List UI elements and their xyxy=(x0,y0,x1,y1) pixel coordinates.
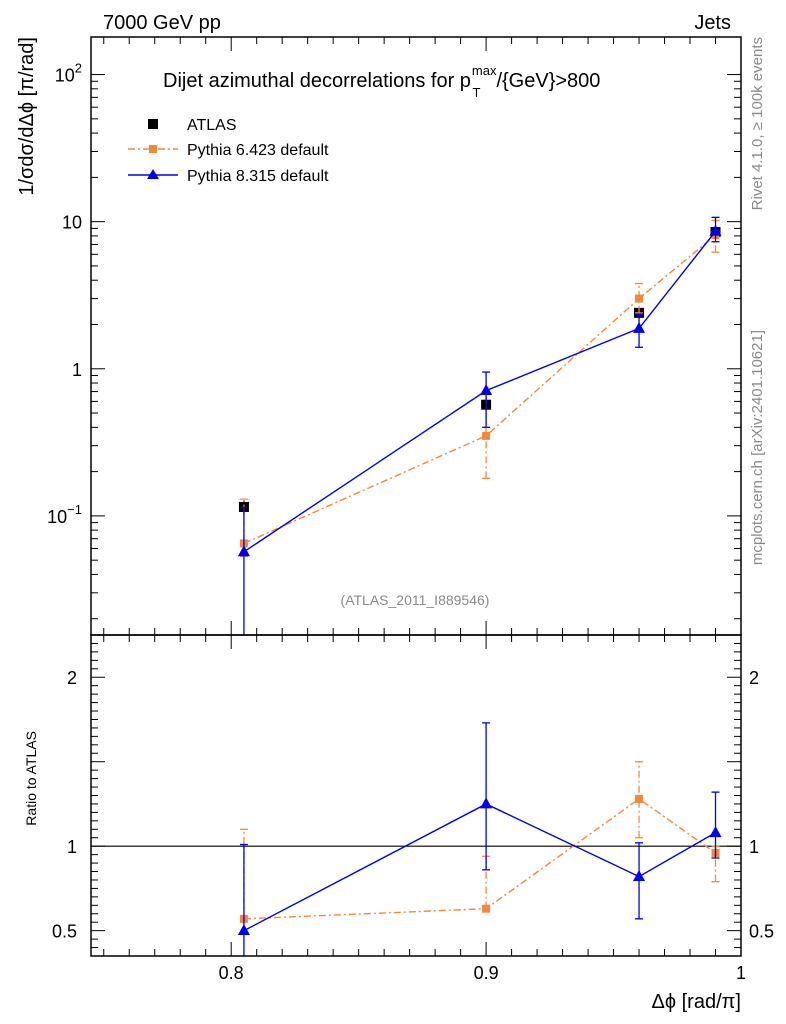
header-left: 7000 GeV pp xyxy=(103,12,221,34)
x-axis-label: Δϕ [rad/π] xyxy=(652,991,742,1013)
x-tick-label: 1 xyxy=(736,963,746,983)
y-tick-exponent: −1 xyxy=(67,502,82,517)
ratio-tick-label-right: 0.5 xyxy=(749,922,774,942)
ratio-series xyxy=(237,722,722,956)
main-series xyxy=(237,216,722,635)
legend-pythia6-marker xyxy=(149,145,157,153)
legend-label: ATLAS xyxy=(187,117,237,134)
rivet-label: Rivet 4.1.0, ≥ 100k events xyxy=(749,37,766,210)
ratio-tick-label-left: 0.5 xyxy=(52,922,77,942)
pythia6-marker xyxy=(482,431,491,440)
legend-label: Pythia 8.315 default xyxy=(187,168,329,185)
pythia8-ratio-marker xyxy=(237,924,250,936)
pythia8-marker xyxy=(237,545,250,557)
y-tick-exponent: 2 xyxy=(75,61,82,76)
y-tick-label: 10 xyxy=(62,213,82,233)
pythia8-ratio-line xyxy=(243,803,716,932)
pythia8-ratio-marker xyxy=(480,797,493,809)
y-tick-base: 10 xyxy=(47,507,67,527)
pythia8-line xyxy=(243,230,717,553)
legend-label: Pythia 6.423 default xyxy=(187,142,329,159)
y-tick-base: 10 xyxy=(55,66,75,86)
y-tick-label: 102 xyxy=(55,61,82,86)
header-right: Jets xyxy=(694,12,731,34)
x-tick-label: 0.8 xyxy=(219,963,244,983)
y-tick-base: 10 xyxy=(62,213,82,233)
ratio-axis-label: Ratio to ATLAS xyxy=(23,731,39,826)
pythia8-ratio-marker xyxy=(709,826,722,838)
ratio-axis-ticks: 0.8 0.9 1 2 2 1 1 0.5 0.5 xyxy=(52,634,774,983)
pythia8-ratio-marker xyxy=(632,869,646,881)
ratio-tick-label-left: 1 xyxy=(67,837,77,857)
ratio-tick-label-left: 2 xyxy=(67,668,77,688)
x-tick-label: 0.9 xyxy=(474,963,499,983)
analysis-id: (ATLAS_2011_I889546) xyxy=(341,592,490,608)
mcplots-label: mcplots.cern.ch [arXiv:2401.10621] xyxy=(749,330,766,565)
pythia6-ratio-marker xyxy=(635,794,644,803)
pythia6-ratio-marker xyxy=(482,904,491,913)
y-axis-label: 1/σdσ/dΔϕ [π/rad] xyxy=(16,37,38,196)
chart-title: Dijet azimuthal decorrelations for pmax T… xyxy=(163,63,600,100)
ratio-tick-label-right: 1 xyxy=(749,837,759,857)
ratio-tick-label-right: 2 xyxy=(749,668,759,688)
pythia6-line xyxy=(243,234,716,545)
legend: ATLAS Pythia 6.423 default Pythia 8.315 de… xyxy=(128,117,329,185)
pythia8-marker xyxy=(480,384,493,396)
ratio-panel-frame xyxy=(90,634,742,957)
legend-atlas-marker xyxy=(148,119,158,129)
y-tick-label: 10−1 xyxy=(47,502,82,527)
title-tail: /{GeV}>800 xyxy=(496,70,600,92)
title-main: Dijet azimuthal decorrelations for p xyxy=(163,70,471,92)
legend-pythia8-marker xyxy=(147,169,159,179)
y-tick-label: 1 xyxy=(72,360,82,380)
y-tick-base: 1 xyxy=(72,360,82,380)
pythia8-marker xyxy=(632,321,646,333)
title-superscript: max xyxy=(472,63,497,78)
pythia8-marker xyxy=(709,224,722,236)
pythia6-ratio-line xyxy=(243,798,716,920)
title-subscript: T xyxy=(472,85,480,100)
pythia6-marker xyxy=(635,294,644,303)
